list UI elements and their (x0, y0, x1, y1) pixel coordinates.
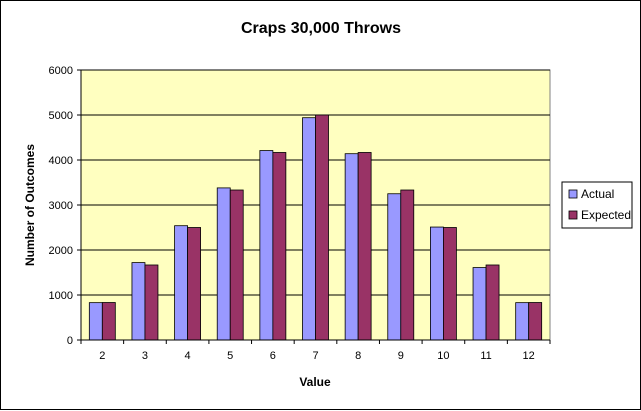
x-tick-label: 4 (185, 350, 191, 362)
y-tick-label: 1000 (49, 290, 73, 302)
bar-expected-3 (144, 264, 159, 341)
legend-label-expected: Expected (581, 208, 631, 222)
bar-expected-7 (315, 114, 329, 341)
legend: Actual Expected (561, 181, 633, 229)
bars (88, 114, 543, 341)
x-tick-label: 10 (437, 350, 449, 362)
bar-actual-2 (88, 302, 103, 341)
bar-actual-9 (387, 193, 402, 341)
x-axis-ticks: 2 3 4 5 6 7 8 9 10 11 12 (80, 340, 551, 362)
x-tick-label: 8 (355, 350, 361, 362)
x-axis-label: Value (299, 375, 331, 389)
bar-actual-7 (302, 117, 316, 341)
bar-actual-3 (131, 262, 146, 341)
bar-expected-12 (528, 302, 543, 341)
y-tick-label: 3000 (49, 200, 73, 212)
x-tick-label: 5 (227, 350, 233, 362)
bar-actual-12 (515, 302, 530, 341)
y-tick-label: 2000 (49, 245, 73, 257)
bar-actual-6 (259, 150, 274, 341)
y-tick-label: 5000 (49, 110, 73, 122)
bar-expected-9 (400, 189, 415, 341)
y-axis-ticks: 0 1000 2000 3000 4000 5000 6000 (49, 65, 81, 347)
chart-title: Craps 30,000 Throws (241, 20, 401, 37)
bar-actual-11 (472, 267, 487, 341)
bar-expected-2 (101, 302, 116, 341)
legend-swatch-actual (568, 189, 578, 199)
x-tick-label: 7 (312, 350, 318, 362)
y-tick-label: 6000 (49, 65, 73, 77)
bar-expected-8 (357, 152, 372, 341)
x-tick-label: 6 (270, 350, 276, 362)
legend-label-actual: Actual (581, 187, 614, 201)
x-tick-label: 3 (142, 350, 148, 362)
bar-actual-8 (344, 153, 359, 341)
x-tick-label: 11 (480, 350, 491, 362)
legend-swatch-expected (568, 210, 578, 220)
x-tick-label: 2 (99, 350, 105, 362)
bar-expected-4 (187, 227, 201, 341)
bar-expected-10 (443, 227, 457, 341)
y-tick-label: 4000 (49, 155, 73, 167)
y-axis-label: Number of Outcomes (23, 144, 37, 266)
x-tick-label: 12 (523, 350, 535, 362)
y-tick-label: 0 (67, 335, 73, 347)
bar-expected-11 (485, 264, 500, 341)
bar-actual-10 (430, 226, 444, 341)
bar-expected-6 (272, 152, 287, 341)
bar-expected-5 (229, 189, 244, 341)
bar-actual-5 (216, 187, 231, 341)
x-tick-label: 9 (398, 350, 404, 362)
bar-actual-4 (174, 225, 188, 341)
